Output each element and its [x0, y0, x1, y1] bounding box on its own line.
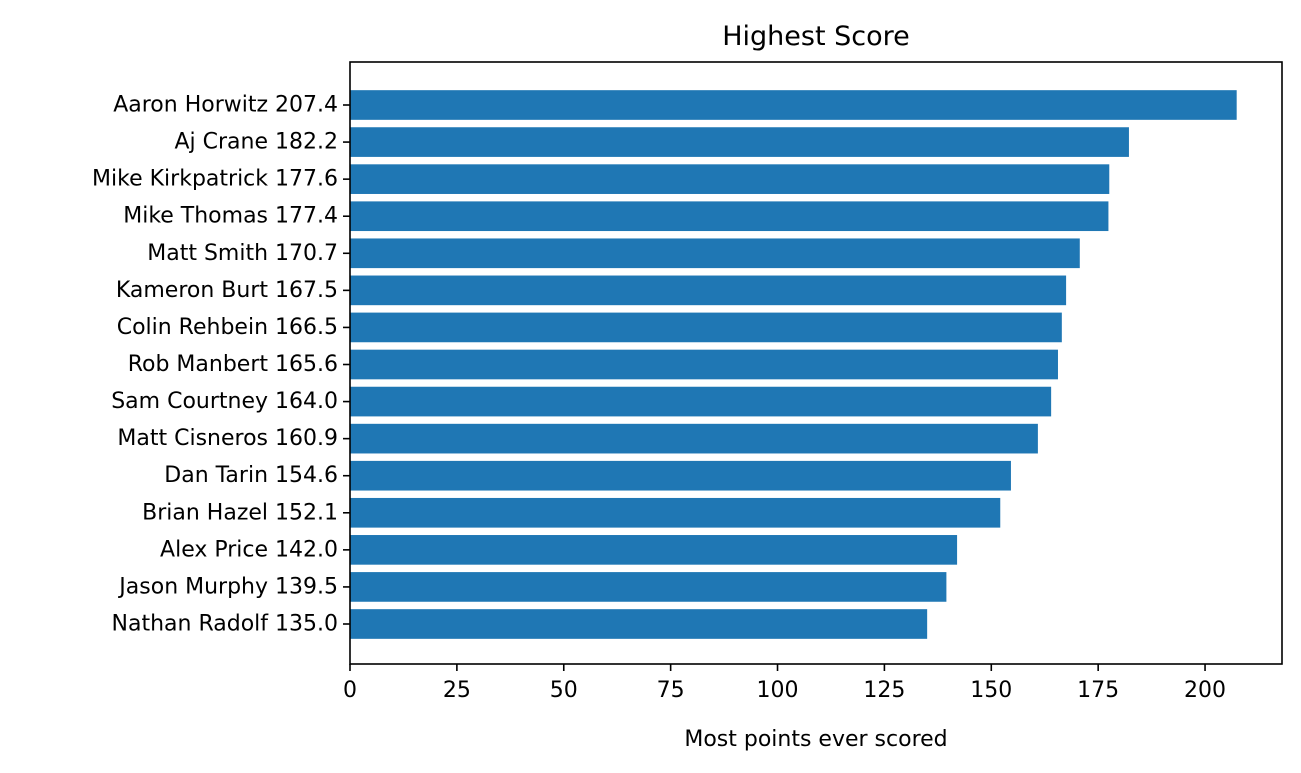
bar — [350, 201, 1109, 232]
y-tick-label: Jason Murphy 139.5 — [117, 574, 338, 599]
x-tick-label: 150 — [970, 678, 1012, 703]
x-tick-label: 25 — [443, 678, 471, 703]
x-tick-label: 0 — [343, 678, 357, 703]
x-tick-label: 175 — [1077, 678, 1119, 703]
y-tick-label: Alex Price 142.0 — [160, 537, 338, 562]
y-tick-label: Matt Cisneros 160.9 — [117, 426, 338, 451]
bar — [350, 312, 1062, 343]
bar — [350, 386, 1052, 417]
bar — [350, 349, 1058, 380]
y-tick-label: Mike Thomas 177.4 — [123, 204, 338, 229]
y-tick-label: Mike Kirkpatrick 177.6 — [92, 167, 338, 192]
y-tick-label: Kameron Burt 167.5 — [116, 278, 338, 303]
y-axis-ticks: Aaron Horwitz 207.4 Aj Crane 182.2 Mike Ki… — [92, 93, 350, 637]
y-tick-label: Sam Courtney 164.0 — [111, 389, 338, 414]
x-tick-label: 75 — [657, 678, 685, 703]
y-tick-label: Nathan Radolf 135.0 — [112, 612, 338, 637]
bar — [350, 423, 1038, 454]
bar — [350, 238, 1080, 269]
x-tick-label: 125 — [863, 678, 905, 703]
chart-title: Highest Score — [722, 21, 910, 52]
y-tick-label: Rob Manbert 165.6 — [128, 352, 338, 377]
plot-frame — [349, 61, 1283, 665]
bars-group — [350, 90, 1237, 639]
x-tick-label: 200 — [1184, 678, 1226, 703]
bar — [350, 609, 928, 639]
y-tick-label: Dan Tarin 154.6 — [164, 463, 338, 488]
y-tick-label: Matt Smith 170.7 — [147, 241, 338, 266]
x-tick-label: 50 — [550, 678, 578, 703]
bar — [350, 164, 1110, 194]
bar — [350, 460, 1011, 491]
x-tick-label: 100 — [757, 678, 799, 703]
y-tick-label: Aj Crane 182.2 — [175, 130, 339, 155]
bar — [350, 127, 1129, 157]
bar — [350, 535, 958, 565]
x-axis-ticks: 0 25 50 75 100 125 150 175 200 — [343, 664, 1226, 703]
y-tick-label: Aaron Horwitz 207.4 — [113, 93, 338, 118]
y-tick-label: Colin Rehbein 166.5 — [117, 315, 338, 340]
bar — [350, 275, 1067, 306]
y-tick-label: Brian Hazel 152.1 — [142, 500, 338, 525]
bar — [350, 497, 1001, 528]
x-axis-label: Most points ever scored — [684, 727, 947, 752]
bar — [350, 90, 1237, 120]
bar — [350, 572, 947, 602]
